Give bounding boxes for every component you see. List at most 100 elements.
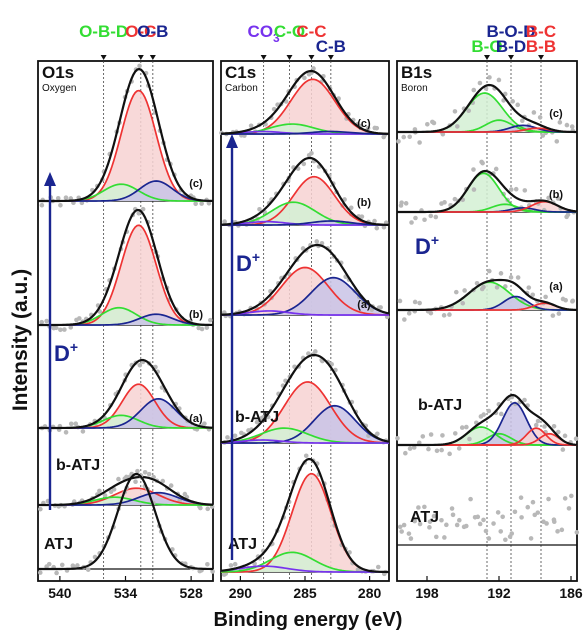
data-point <box>528 536 534 541</box>
data-point <box>512 509 518 515</box>
data-point <box>137 362 143 368</box>
data-point <box>463 523 469 529</box>
data-point <box>408 536 414 541</box>
spectrum-2: (a) <box>38 358 214 435</box>
component-fill <box>38 225 213 325</box>
reference-marker <box>484 55 490 60</box>
data-point <box>208 317 213 323</box>
x-tick-label: 280 <box>358 585 382 601</box>
data-point <box>477 521 483 527</box>
panel-name: C1s <box>225 63 256 82</box>
bond-label: C-C <box>296 22 326 41</box>
component-line <box>221 130 390 135</box>
data-point <box>486 408 492 414</box>
envelope-line <box>37 475 214 507</box>
data-point <box>454 522 460 528</box>
data-point <box>468 496 473 502</box>
data-point <box>471 87 477 93</box>
spectrum-label: (b) <box>549 189 563 201</box>
data-point <box>205 561 210 567</box>
data-point <box>422 504 427 510</box>
data-point <box>102 493 108 498</box>
bond-label: B-O <box>471 37 502 56</box>
component-fill <box>397 93 577 132</box>
data-point <box>232 561 238 567</box>
data-point <box>375 564 381 570</box>
data-point <box>481 412 486 417</box>
data-point <box>442 535 447 540</box>
data-point <box>378 305 383 310</box>
dose-label: D+ <box>415 232 439 259</box>
component-fill <box>38 415 213 428</box>
data-point <box>522 188 528 193</box>
data-point <box>519 515 524 520</box>
data-point <box>500 514 505 520</box>
data-point <box>248 123 254 129</box>
data-point <box>452 109 458 114</box>
data-point <box>573 436 579 442</box>
component-fill <box>38 181 213 201</box>
data-point <box>498 529 504 534</box>
data-point <box>491 521 496 526</box>
data-point <box>425 121 430 127</box>
dose-arrowhead <box>44 172 56 186</box>
data-point <box>481 284 486 290</box>
data-point <box>309 150 314 156</box>
envelope-line <box>37 208 214 327</box>
data-point <box>464 424 469 430</box>
data-point <box>556 429 561 435</box>
component-fill <box>221 176 389 225</box>
panel-subtitle: Carbon <box>225 83 258 94</box>
spectrum-4: ATJ <box>37 468 215 576</box>
data-point <box>562 496 568 501</box>
data-point <box>199 201 204 206</box>
data-point <box>440 131 446 137</box>
component-fill <box>38 492 213 505</box>
data-point <box>452 196 458 202</box>
data-point <box>439 517 444 523</box>
component-line <box>220 439 389 444</box>
data-point <box>375 431 380 437</box>
data-point <box>257 206 262 212</box>
data-point <box>428 310 434 316</box>
data-point <box>447 312 452 317</box>
data-point <box>63 195 69 200</box>
data-point <box>564 122 570 128</box>
data-point <box>452 431 458 436</box>
data-point <box>232 433 238 439</box>
data-point <box>407 446 413 451</box>
data-point <box>402 317 407 322</box>
component-fill <box>397 433 577 445</box>
component-fill <box>38 384 213 428</box>
data-point <box>530 292 536 298</box>
data-point <box>550 313 556 318</box>
data-point <box>493 166 499 172</box>
spectrum-label: b-ATJ <box>56 457 100 474</box>
data-point <box>433 534 439 540</box>
data-point <box>348 205 354 211</box>
spectrum-4: ATJ <box>220 453 390 577</box>
data-point <box>428 432 434 437</box>
spectrum-3: b-ATJ <box>220 349 390 445</box>
reference-marker <box>308 55 315 60</box>
x-tick-label: 198 <box>415 585 439 601</box>
data-point <box>531 110 537 115</box>
data-point <box>210 569 215 574</box>
data-point <box>413 215 418 221</box>
data-point <box>409 220 414 225</box>
data-point <box>562 433 568 439</box>
data-point <box>426 446 431 452</box>
data-point <box>303 453 309 459</box>
component-fill <box>38 184 213 201</box>
data-point <box>546 195 551 201</box>
spectrum-1: (b) <box>397 159 578 225</box>
data-point <box>399 200 404 205</box>
data-point <box>73 421 79 427</box>
data-point <box>39 319 45 325</box>
data-point <box>46 561 52 567</box>
data-point <box>412 518 417 524</box>
data-point <box>449 506 455 511</box>
data-point <box>555 529 560 534</box>
data-point <box>475 514 481 520</box>
